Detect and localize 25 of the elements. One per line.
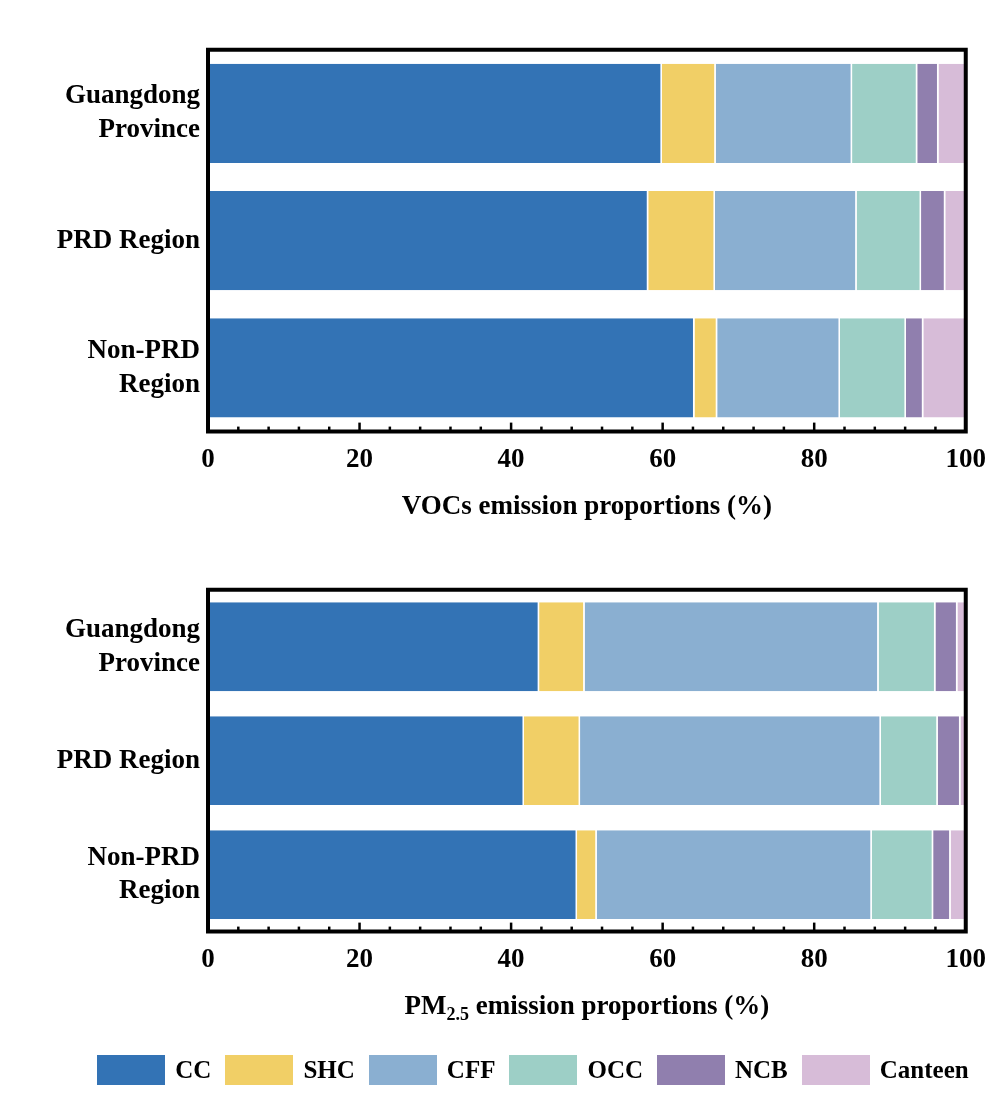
y-tick-label: Non-PRD Region xyxy=(87,840,200,905)
y-tick-label: Non-PRD Region xyxy=(87,334,200,398)
legend-label: NCB xyxy=(735,1056,788,1084)
legend-label: Canteen xyxy=(879,1056,969,1084)
y-tick-label: PRD Region xyxy=(56,223,200,254)
legend-label: CFF xyxy=(446,1056,496,1084)
legend-label: CC xyxy=(175,1056,212,1084)
x-tick-label: 60 xyxy=(649,942,677,973)
legend-label: OCC xyxy=(587,1056,643,1084)
x-axis-title: VOCs emission proportions (%) xyxy=(401,489,773,520)
x-tick-label: 40 xyxy=(497,442,525,473)
x-tick-label: 80 xyxy=(800,942,828,973)
x-tick-label: 80 xyxy=(800,442,828,473)
y-tick-label: PRD Region xyxy=(56,743,200,774)
x-tick-label: 60 xyxy=(649,442,677,473)
y-tick-label: Guangdong Province xyxy=(64,612,201,677)
x-tick-label: 100 xyxy=(945,942,986,973)
y-tick-label: Guangdong Province xyxy=(64,79,201,144)
x-tick-label: 100 xyxy=(945,442,986,473)
x-tick-label: 20 xyxy=(346,442,374,473)
x-tick-label: 20 xyxy=(346,942,374,973)
x-tick-label: 0 xyxy=(201,442,215,473)
legend-label: SHC xyxy=(303,1056,355,1084)
x-tick-label: 40 xyxy=(497,942,525,973)
x-tick-label: 0 xyxy=(201,942,215,973)
